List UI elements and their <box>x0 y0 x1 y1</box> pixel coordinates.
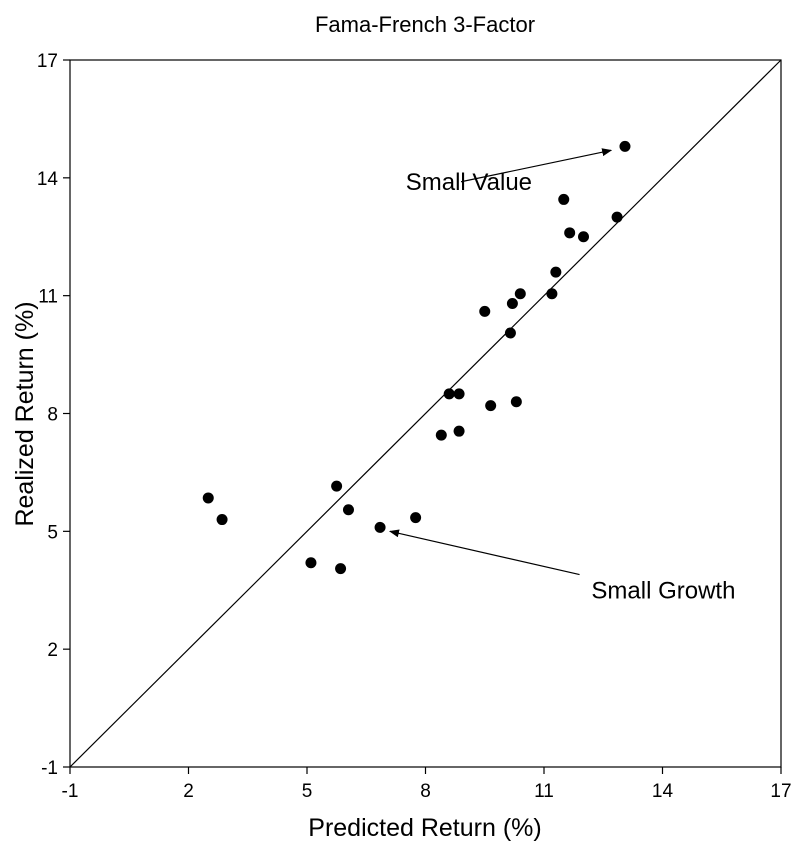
data-point <box>216 514 228 526</box>
data-point <box>558 193 570 205</box>
y-tick-label: 5 <box>47 522 58 543</box>
data-point <box>374 521 386 533</box>
data-point <box>435 429 447 441</box>
data-point <box>453 425 465 437</box>
x-tick-label: 14 <box>652 781 674 802</box>
data-point <box>504 327 516 339</box>
annotation-arrow <box>388 529 580 576</box>
data-point <box>335 563 347 575</box>
y-tick-label: 17 <box>37 51 58 72</box>
data-point <box>485 400 497 412</box>
data-point <box>202 492 214 504</box>
data-point <box>453 388 465 400</box>
x-tick-label: -1 <box>62 781 79 802</box>
data-point <box>564 227 576 239</box>
y-tick-label: 11 <box>38 287 58 308</box>
y-tick-label: 2 <box>47 640 58 661</box>
annotation-arrow <box>460 148 613 183</box>
x-tick-label: 2 <box>183 781 194 802</box>
data-point <box>578 231 589 243</box>
x-axis-label: Predicted Return (%) <box>308 814 541 842</box>
data-point <box>514 288 526 300</box>
x-tick-label: 17 <box>770 781 791 802</box>
data-point <box>619 140 631 152</box>
data-point <box>342 504 354 516</box>
data-point <box>550 266 562 278</box>
data-point <box>510 396 522 408</box>
annotation-text: Small Growth <box>591 577 735 604</box>
data-point <box>479 305 491 317</box>
data-point <box>506 298 518 310</box>
data-point <box>331 480 343 492</box>
y-tick-label: 8 <box>47 405 58 426</box>
data-point <box>546 288 558 300</box>
data-point <box>305 557 317 569</box>
x-tick-label: 11 <box>534 781 554 802</box>
x-tick-label: 8 <box>420 781 431 802</box>
reference-line <box>69 59 782 768</box>
y-tick-label: -1 <box>41 758 58 779</box>
data-point <box>443 388 455 400</box>
chart-title: Fama-French 3-Factor <box>315 12 535 37</box>
data-point <box>611 211 623 223</box>
data-point <box>410 512 422 524</box>
annotation-text: Small Value <box>406 169 532 196</box>
y-axis-label: Realized Return (%) <box>11 301 39 526</box>
y-tick-label: 14 <box>37 169 59 190</box>
x-tick-label: 5 <box>302 781 313 802</box>
